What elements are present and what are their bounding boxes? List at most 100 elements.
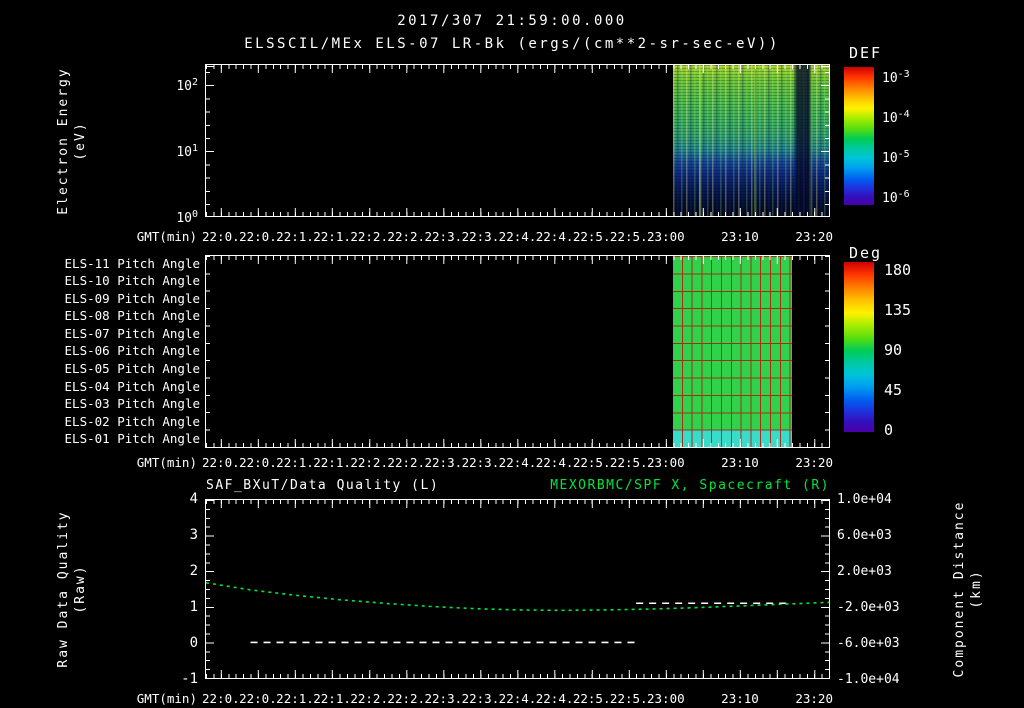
x-major-ticks xyxy=(206,256,829,264)
pitch-angle-row-label: ELS-10 Pitch Angle xyxy=(64,273,200,288)
x-tick-label: 23:10 xyxy=(721,229,759,244)
x-tick-label: 23:20 xyxy=(795,691,833,706)
y-tick-label: 2.0e+03 xyxy=(837,564,892,579)
y-tick-label: 1 xyxy=(189,599,198,615)
panel3-right-axis-label-line1: Component Distance xyxy=(952,500,967,678)
panel1-y-axis-label-line2: (eV) xyxy=(73,121,88,161)
panel3-right-title: MEXORBMC/SPF X, Spacecraft (R) xyxy=(550,478,830,493)
x-tick-label: 22:5. xyxy=(572,691,611,706)
pitch-angle-row-label: ELS-05 Pitch Angle xyxy=(64,361,200,376)
colorbar-tick-exponent: -6 xyxy=(897,189,910,200)
y-tick-label: 2 xyxy=(189,563,198,579)
pitch-angle-row-label: ELS-11 Pitch Angle xyxy=(64,256,200,271)
pitch-angle-row-label: ELS-09 Pitch Angle xyxy=(64,291,200,306)
x-tick-label: 22:2. xyxy=(387,455,426,470)
x-tick-label: 22:1. xyxy=(313,455,351,470)
pitch-angle-data xyxy=(673,256,792,447)
panel3-right-axis-label-line2: (km) xyxy=(969,569,984,609)
y-tick-label: 4 xyxy=(189,491,198,507)
colorbar-tick-label: 10-5 xyxy=(882,149,910,166)
panel1-y-axis-label: Electron Energy (eV) xyxy=(55,56,89,226)
y-tick-exponent: 0 xyxy=(191,209,198,220)
pitch-angle-row-label: ELS-06 Pitch Angle xyxy=(64,343,200,358)
colorbar-def-title: DEF xyxy=(849,44,883,62)
colorbar-def xyxy=(844,67,874,205)
y-tick-label: 1.0e+04 xyxy=(837,492,892,507)
x-tick-label: 22:4. xyxy=(498,691,537,706)
x-tick-label: 22:0. xyxy=(202,455,240,470)
x-tick-label: 22:2. xyxy=(350,691,388,706)
y-tick-label: -2.0e+03 xyxy=(837,600,900,615)
quality-distance-svg xyxy=(206,581,829,644)
colorbar-tick-base: 10 xyxy=(882,111,898,126)
x-tick-label: 22:1. xyxy=(313,229,351,244)
x-tick-label: 22:5. xyxy=(572,229,611,244)
x-major-ticks xyxy=(206,500,829,508)
x-tick-label: 22:4. xyxy=(535,229,574,244)
panel2-gmt-label: GMT(min) xyxy=(136,455,197,470)
panel1-y-axis-label-line1: Electron Energy xyxy=(56,67,71,215)
x-tick-label: 23:20 xyxy=(795,455,833,470)
x-tick-label: 22:0. xyxy=(239,229,277,244)
x-tick-label: 22:3. xyxy=(461,691,500,706)
x-tick-label: 22:0. xyxy=(202,229,240,244)
panel3-left-axis-label: Raw Data Quality (Raw) xyxy=(55,499,89,679)
colorbar-tick-label: 0 xyxy=(884,421,894,439)
pitch-angle-row-label: ELS-03 Pitch Angle xyxy=(64,396,200,411)
colorbar-deg-title: Deg xyxy=(849,244,883,262)
pitch-angle-row-label: ELS-01 Pitch Angle xyxy=(64,431,200,446)
x-tick-label: 22:3. xyxy=(424,455,463,470)
x-major-ticks xyxy=(206,208,829,216)
y-tick-exponent: 2 xyxy=(191,77,198,88)
colorbar-tick-label: 45 xyxy=(884,381,903,399)
y-tick-base: 10 xyxy=(176,145,192,160)
x-major-ticks xyxy=(206,670,829,678)
x-major-ticks xyxy=(206,65,829,73)
plot-title: ELSSCIL/MEx ELS-07 LR-Bk (ergs/(cm**2-sr… xyxy=(244,36,780,52)
y-tick-label: 102 xyxy=(176,77,198,94)
x-tick-label: 22:0. xyxy=(202,691,240,706)
y-tick-label: 6.0e+03 xyxy=(837,528,892,543)
y-tick-label: -1.0e+04 xyxy=(837,672,900,687)
spectrogram-data xyxy=(673,65,829,216)
panel3-right-axis-label: Component Distance (km) xyxy=(951,489,985,689)
colorbar-deg xyxy=(844,262,874,432)
panel3-left-axis-label-line2: (Raw) xyxy=(73,564,88,614)
colorbar-tick-label: 10-3 xyxy=(882,69,910,86)
colorbar-tick-exponent: -5 xyxy=(897,149,910,160)
x-tick-label: 22:2. xyxy=(387,229,426,244)
x-tick-label: 22:4. xyxy=(498,455,537,470)
pitch-angle-row-label: ELS-08 Pitch Angle xyxy=(64,308,200,323)
x-tick-label: 23:20 xyxy=(795,229,833,244)
colorbar-tick-base: 10 xyxy=(882,151,898,166)
x-tick-label: 23:00 xyxy=(647,691,685,706)
panel2-pitch-angle-plot xyxy=(205,255,830,448)
y-row-ticks xyxy=(206,256,210,447)
panel1-spectrogram-plot xyxy=(205,64,830,217)
panel3-line-plot xyxy=(205,499,830,679)
colorbar-tick-exponent: -3 xyxy=(897,69,910,80)
x-tick-label: 22:0. xyxy=(239,455,277,470)
y-major-ticks xyxy=(206,65,214,216)
x-tick-label: 22:4. xyxy=(498,229,537,244)
colorbar-tick-label: 10-4 xyxy=(882,109,910,126)
y-major-ticks xyxy=(821,65,829,216)
colorbar-tick-label: 135 xyxy=(884,301,912,319)
x-tick-label: 22:2. xyxy=(387,691,426,706)
y-major-ticks xyxy=(821,500,829,678)
x-tick-label: 22:4. xyxy=(535,691,574,706)
panel3-left-title: SAF_BXuT/Data Quality (L) xyxy=(206,478,440,493)
panel1-gmt-label: GMT(min) xyxy=(136,229,197,244)
x-tick-label: 22:2. xyxy=(350,229,388,244)
x-tick-label: 22:3. xyxy=(461,455,500,470)
x-tick-label: 22:5. xyxy=(609,455,648,470)
panel3-left-axis-label-line1: Raw Data Quality xyxy=(56,510,71,668)
x-tick-label: 22:1. xyxy=(276,229,314,244)
x-tick-label: 23:10 xyxy=(721,691,759,706)
colorbar-tick-exponent: -4 xyxy=(897,109,910,120)
colorbar-tick-label: 10-6 xyxy=(882,189,910,206)
pitch-angle-row-label: ELS-02 Pitch Angle xyxy=(64,414,200,429)
x-tick-label: 22:5. xyxy=(572,455,611,470)
y-tick-label: 100 xyxy=(176,209,198,226)
